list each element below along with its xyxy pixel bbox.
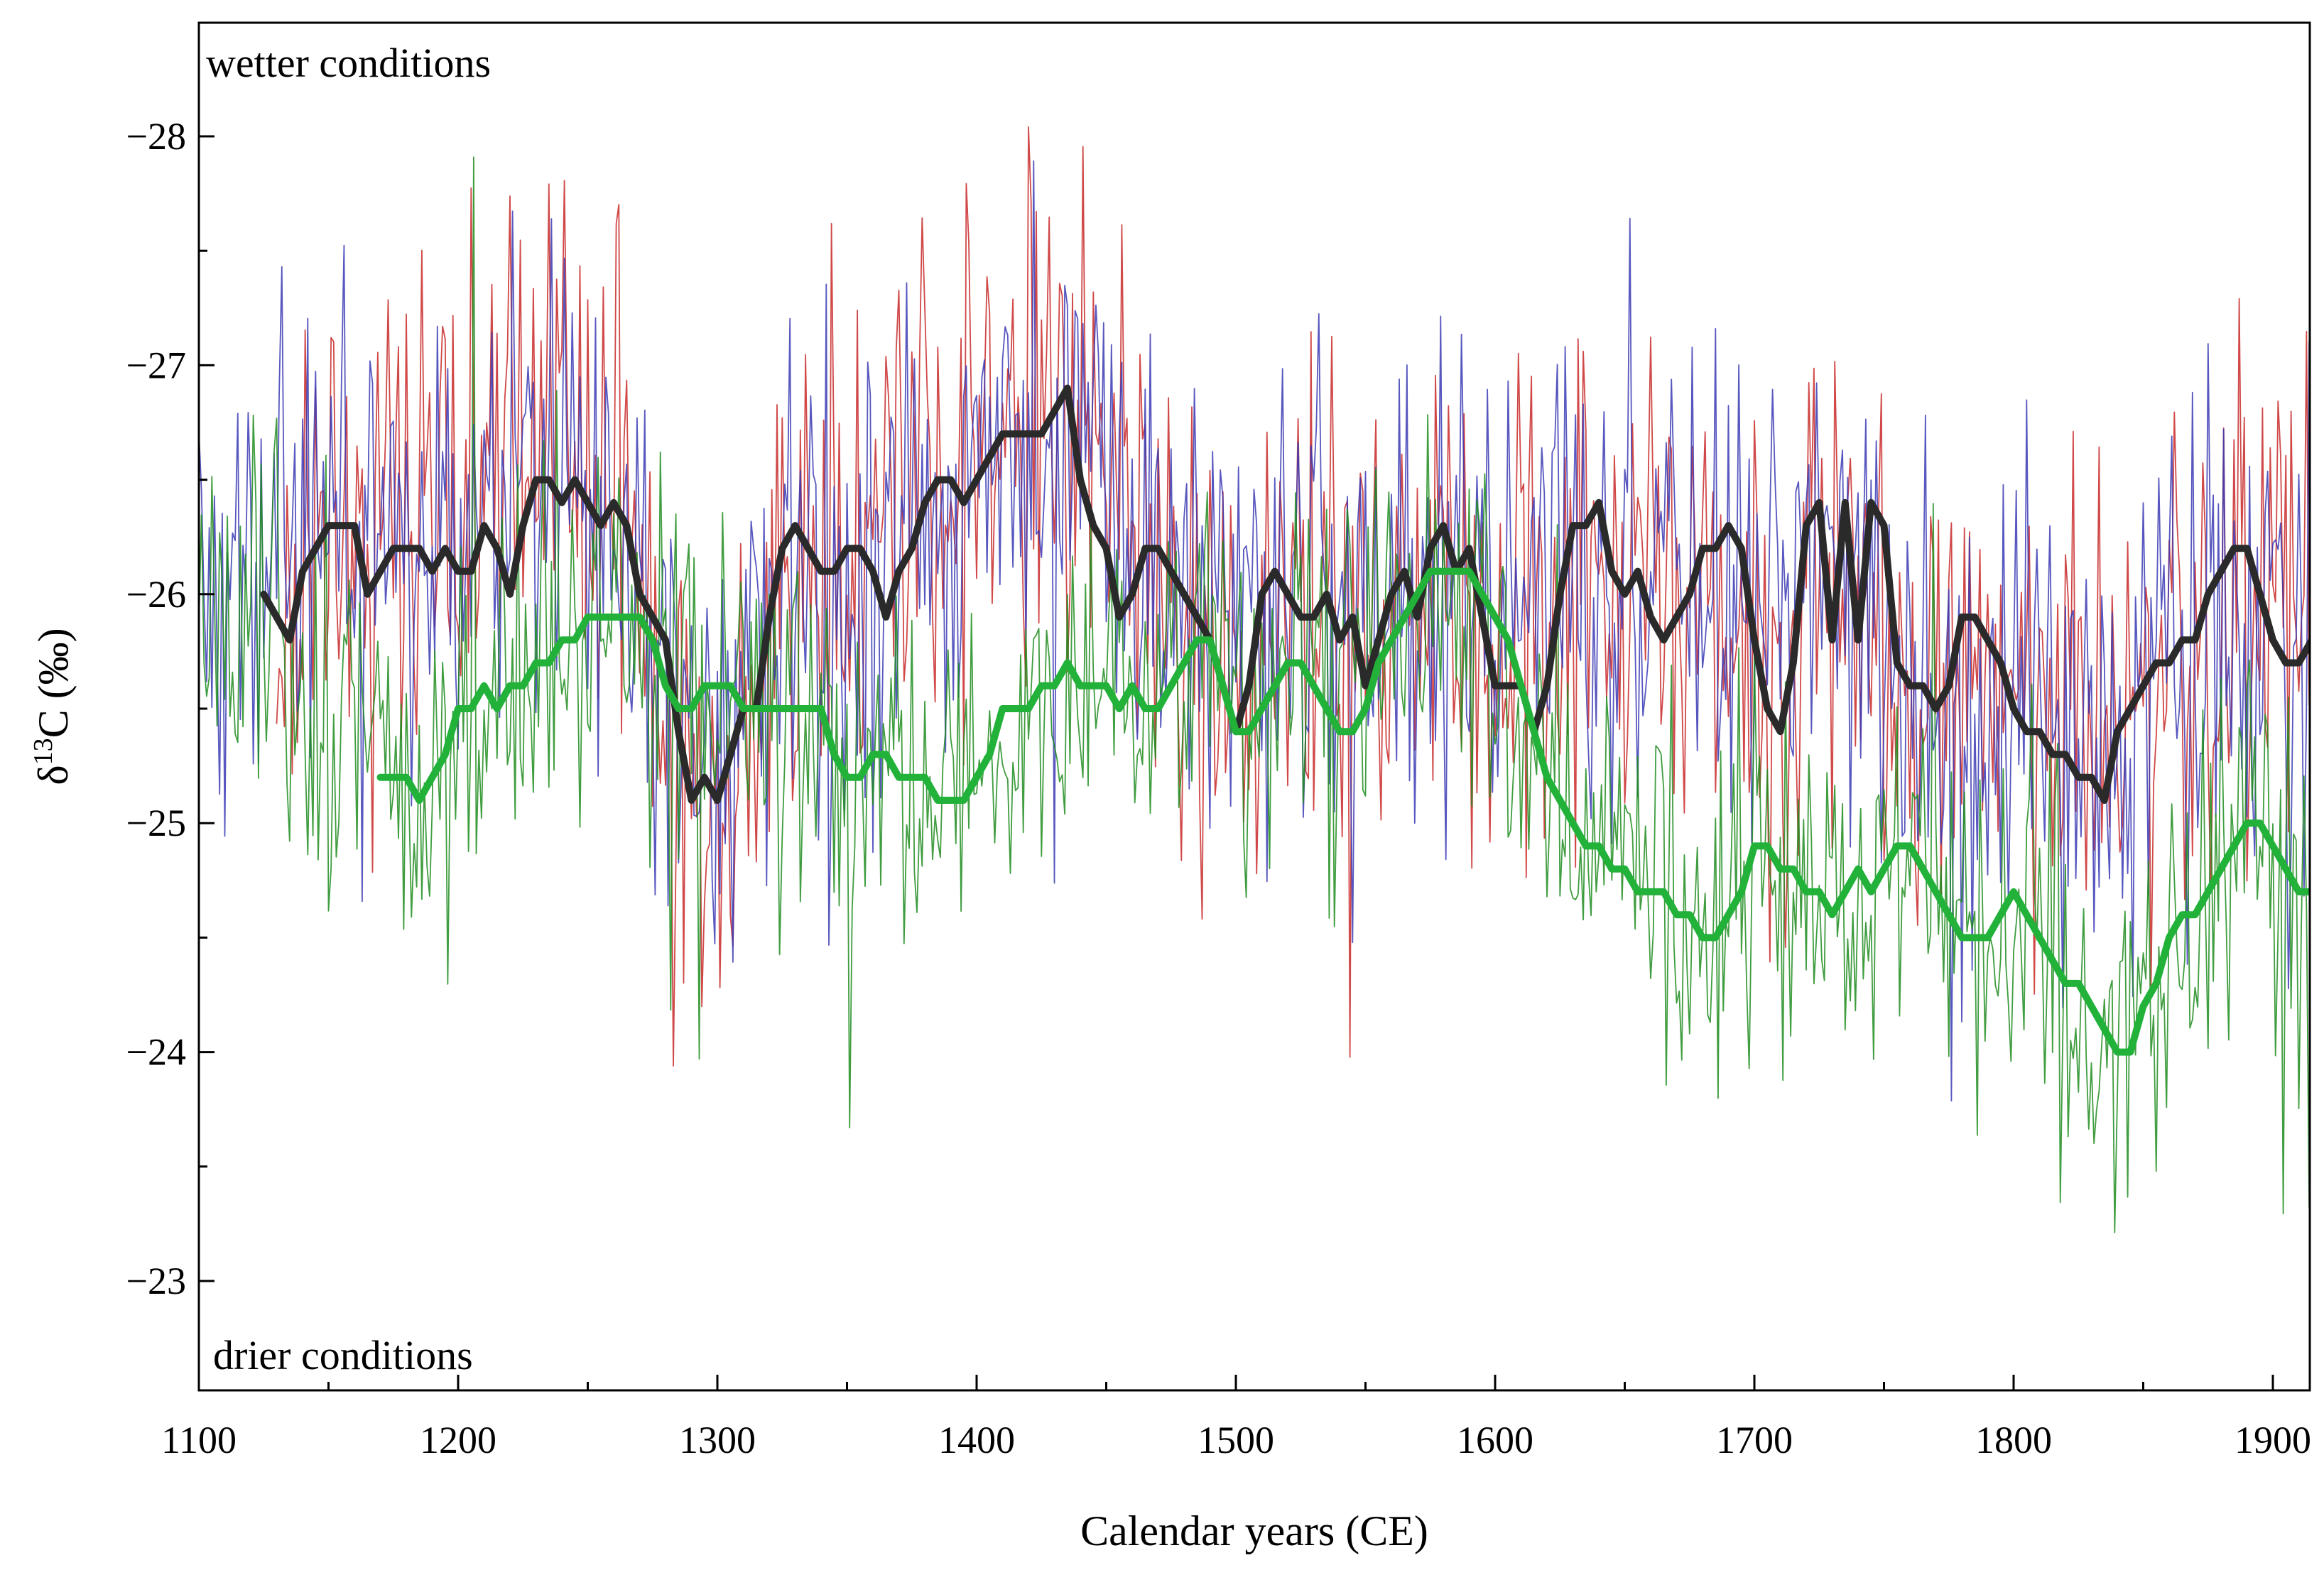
raw-series-line bbox=[199, 160, 2310, 1102]
y-tick-label: −28 bbox=[126, 115, 186, 158]
x-tick-label: 1700 bbox=[1716, 1419, 1793, 1461]
smoothed-series-line bbox=[260, 384, 2310, 804]
y-tick-label: −24 bbox=[126, 1031, 186, 1074]
x-tick-label: 1500 bbox=[1198, 1419, 1274, 1461]
y-axis-label-tail: C (‰) bbox=[30, 628, 77, 738]
series-layer bbox=[199, 126, 2310, 1233]
x-tick-label: 1400 bbox=[938, 1419, 1015, 1461]
y-tick-label: −26 bbox=[126, 573, 186, 616]
x-tick-label: 1900 bbox=[2235, 1419, 2311, 1461]
plot-frame bbox=[197, 21, 2311, 1392]
x-tick-label: 1600 bbox=[1457, 1419, 1533, 1461]
x-tick-label: 1800 bbox=[1975, 1419, 2052, 1461]
annotation-top: wetter conditions bbox=[206, 40, 491, 86]
y-axis-label: δ13C (‰) bbox=[28, 628, 77, 785]
x-tick-label: 1300 bbox=[679, 1419, 756, 1461]
x-axis-ticks: 1100120013001400150016001700180019002000 bbox=[161, 1375, 2311, 1461]
y-tick-label: −23 bbox=[126, 1260, 186, 1302]
y-axis-label-main: δ bbox=[30, 765, 77, 785]
x-tick-label: 1100 bbox=[161, 1419, 237, 1461]
y-tick-label: −25 bbox=[126, 802, 186, 844]
y-tick-label: −27 bbox=[126, 344, 186, 386]
y-axis-label-superscript: 13 bbox=[28, 738, 58, 765]
smoothed-series-line bbox=[376, 567, 2310, 1056]
y-axis-ticks: −28 −27 −26 −25 −24 −23 bbox=[126, 115, 215, 1302]
x-axis-label: Calendar years (CE) bbox=[1080, 1508, 1428, 1554]
annotation-bottom: drier conditions bbox=[213, 1332, 473, 1378]
x-tick-label: 1200 bbox=[420, 1419, 496, 1461]
